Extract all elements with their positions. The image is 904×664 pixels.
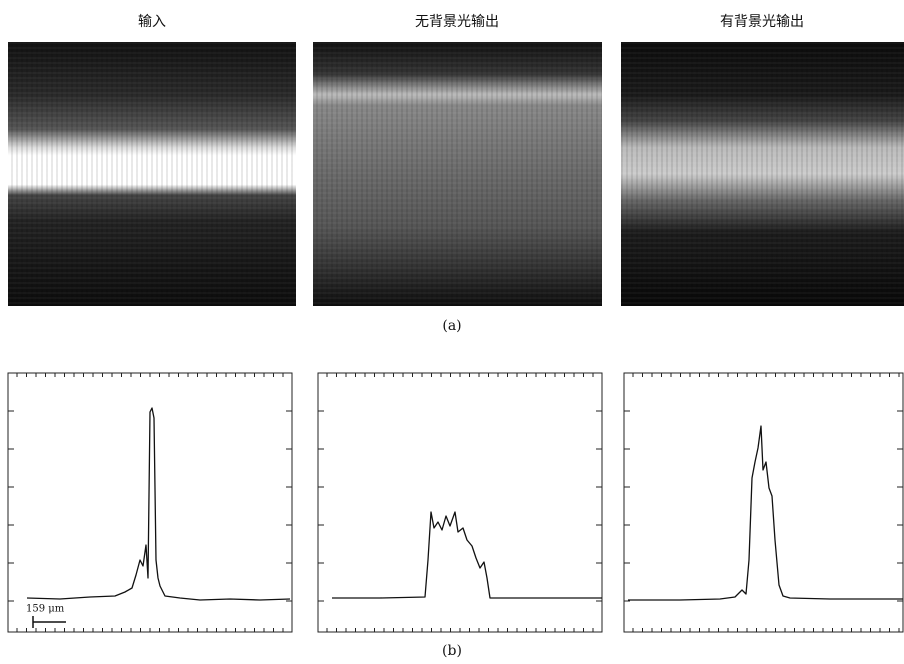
image-texture: [621, 42, 904, 306]
caption: (a): [442, 318, 461, 334]
page: 输入 无背景光输出 有背景光输出 (a) 159 μm (b) (() => {…: [0, 0, 904, 664]
panel-title: 无背景光输出: [415, 14, 499, 30]
image-texture: [8, 42, 296, 306]
panel-title: 有背景光输出: [720, 14, 804, 30]
caption: (b): [442, 643, 462, 659]
scale-bar-label: 159 μm: [26, 604, 65, 615]
plot-frame: [318, 373, 602, 632]
figure: 输入 无背景光输出 有背景光输出 (a) 159 μm (b): [0, 0, 904, 664]
panel-title: 输入: [138, 14, 166, 30]
plot-frame: [624, 373, 903, 632]
image-texture: [313, 42, 602, 306]
